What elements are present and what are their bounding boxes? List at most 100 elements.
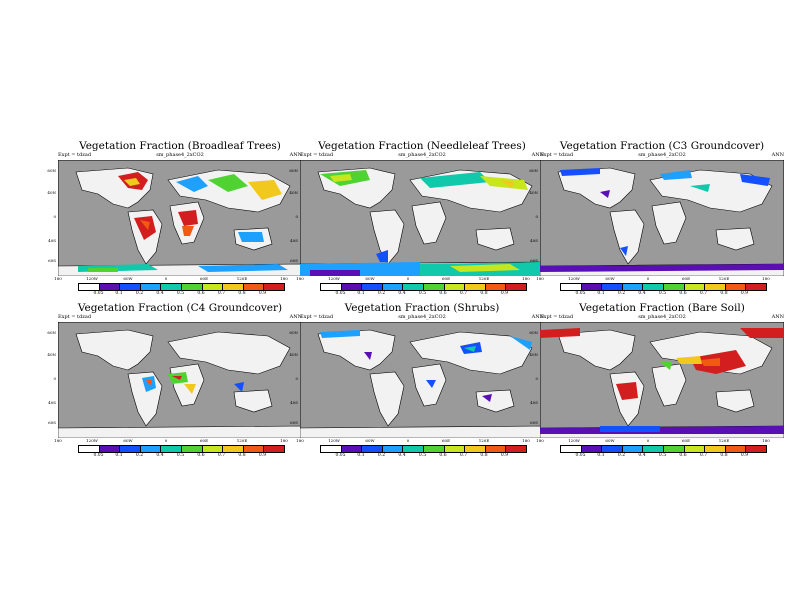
colorbar-tick: 0.2	[135, 291, 144, 296]
colorbar-swatch	[341, 446, 363, 452]
colorbar-tick: 0.05	[335, 453, 346, 458]
colorbar-swatch	[223, 446, 244, 452]
colorbar-swatch	[202, 284, 224, 290]
colorbar-tick: 0.8	[480, 291, 488, 296]
x-tick: 0	[646, 438, 650, 443]
y-tick: 60N	[47, 168, 56, 173]
colorbar-tick: 0.8	[480, 453, 488, 458]
x-tick: 120E	[718, 276, 730, 281]
colorbar	[560, 283, 767, 291]
colorbar-tick: 0.6	[679, 453, 687, 458]
x-tick: 120E	[236, 276, 248, 281]
colorbar-labels: 0.05 0.1 0.2 0.4 0.5 0.6 0.7 0.8 0.9	[560, 291, 765, 297]
y-tick: 40N	[47, 352, 56, 357]
x-tick: 0	[164, 438, 168, 443]
y-tick: 60S	[48, 420, 56, 425]
colorbar-tick: 0.1	[357, 453, 365, 458]
colorbar-swatch	[506, 446, 526, 452]
run-label: sm_phase4_2xCO2	[398, 152, 446, 158]
colorbar-swatch	[423, 446, 445, 452]
colorbar-tick: 0.9	[740, 453, 749, 458]
colorbar-tick: 0.1	[597, 291, 605, 296]
y-tick: 0	[295, 214, 298, 219]
colorbar-tick: 0.8	[238, 453, 246, 458]
colorbar-tick: 0.2	[377, 291, 386, 296]
x-tick: 60E	[199, 438, 209, 443]
colorbar-swatch	[99, 446, 121, 452]
colorbar-swatch	[602, 446, 623, 452]
colorbar-swatch	[746, 446, 766, 452]
colorbar-swatch	[485, 284, 507, 290]
y-tick: 60S	[530, 258, 538, 263]
colorbar-tick: 0.05	[335, 291, 346, 296]
y-tick: 60N	[529, 168, 538, 173]
colorbar-tick: 0.2	[377, 453, 386, 458]
colorbar-tick: 0.6	[197, 453, 205, 458]
colorbar-tick: 0.1	[597, 453, 605, 458]
x-tick: 180	[522, 276, 530, 281]
colorbar-tick: 0.6	[439, 291, 447, 296]
colorbar-tick: 0.05	[93, 453, 104, 458]
colorbar-swatch	[684, 446, 706, 452]
colorbar-tick: 0.4	[638, 291, 646, 296]
colorbar-tick: 0.8	[720, 291, 728, 296]
y-tick: 40S	[48, 400, 56, 405]
colorbar-swatch	[581, 284, 603, 290]
map-c4	[58, 322, 302, 438]
expt-label: Expt = tdzad	[540, 152, 574, 158]
colorbar-tick: 0.9	[500, 453, 509, 458]
colorbar-swatch	[622, 284, 644, 290]
colorbar-tick: 0.2	[135, 453, 144, 458]
colorbar-swatch	[243, 446, 265, 452]
colorbar-swatch	[663, 284, 685, 290]
season-label: ANN	[289, 314, 302, 320]
y-tick: 60N	[289, 168, 298, 173]
colorbar-swatch	[602, 284, 623, 290]
colorbar-swatch	[561, 446, 582, 452]
colorbar	[320, 283, 527, 291]
colorbar-swatch	[705, 284, 726, 290]
colorbar-swatch	[120, 446, 141, 452]
x-tick: 180	[280, 276, 288, 281]
colorbar-swatch	[362, 284, 383, 290]
expt-label: Expt = tdzad	[58, 152, 92, 158]
y-tick: 40N	[289, 190, 298, 195]
colorbar-swatch	[465, 284, 486, 290]
season-label: ANN	[771, 152, 784, 158]
y-tick: 40N	[529, 190, 538, 195]
run-label: sm_phase4_2xCO2	[156, 152, 204, 158]
y-tick: 60N	[47, 330, 56, 335]
colorbar-swatch	[561, 284, 582, 290]
colorbar-tick: 0.05	[93, 291, 104, 296]
x-tick: 120E	[718, 438, 730, 443]
x-tick: 60W	[123, 438, 133, 443]
panel-title: Vegetation Fraction (Bare Soil)	[579, 302, 745, 314]
x-tick: 120W	[568, 438, 580, 443]
colorbar-tick: 0.9	[740, 291, 749, 296]
x-tick: 180	[54, 438, 62, 443]
x-tick: 120W	[86, 438, 98, 443]
colorbar-swatch	[321, 284, 342, 290]
x-tick: 180	[762, 438, 770, 443]
y-tick: 0	[53, 376, 56, 381]
season-label: ANN	[771, 314, 784, 320]
x-tick: 120W	[86, 276, 98, 281]
colorbar-tick: 0.5	[176, 453, 185, 458]
x-tick: 60E	[441, 276, 451, 281]
colorbar-swatch	[663, 446, 685, 452]
colorbar-tick: 0.7	[459, 453, 468, 458]
colorbar-swatch	[403, 284, 424, 290]
colorbar-swatch	[120, 284, 141, 290]
x-tick: 0	[646, 276, 650, 281]
panel-title: Vegetation Fraction (Shrubs)	[344, 302, 500, 314]
map-bare-soil	[540, 322, 784, 438]
panel-broadleaf: Vegetation Fraction (Broadleaf Trees) Ex…	[47, 140, 302, 300]
colorbar-tick: 0.05	[575, 453, 586, 458]
x-tick: 0	[406, 438, 410, 443]
y-tick: 0	[295, 376, 298, 381]
x-tick: 120W	[328, 276, 340, 281]
colorbar-tick: 0.1	[357, 291, 365, 296]
colorbar-swatch	[79, 446, 100, 452]
y-tick: 0	[535, 376, 538, 381]
colorbar-swatch	[264, 284, 284, 290]
